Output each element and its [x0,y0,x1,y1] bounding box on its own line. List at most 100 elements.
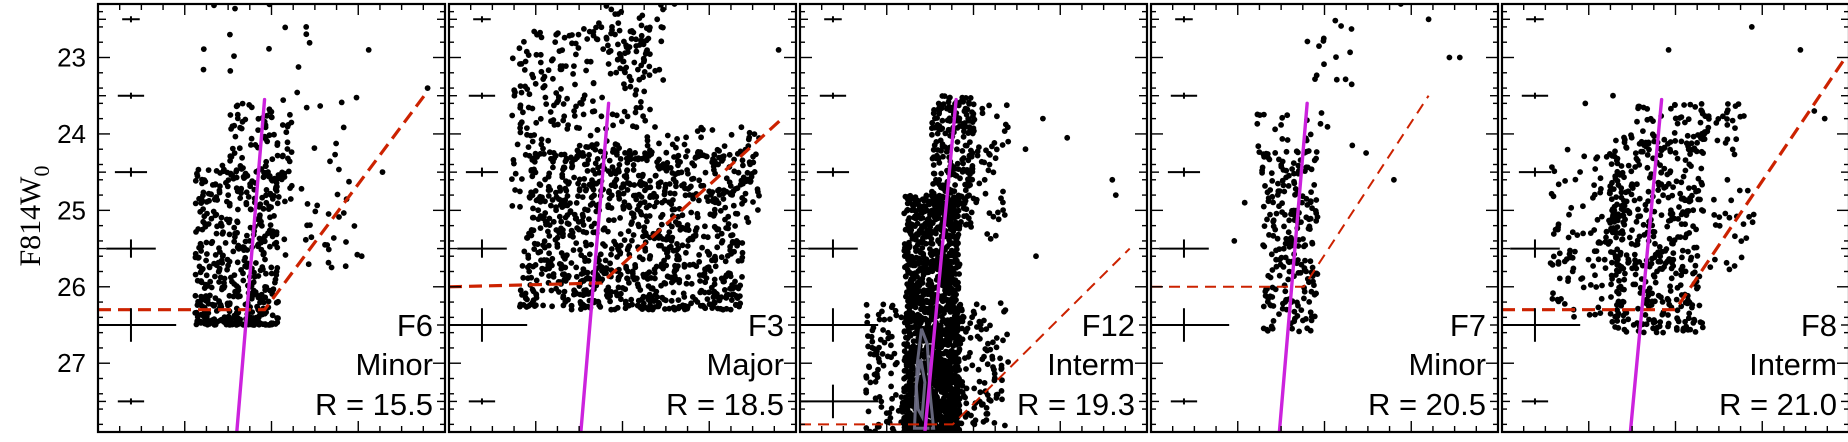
panel-field-label: F12 [1082,308,1135,343]
star-point [576,176,583,183]
star-point [554,241,561,248]
star-point [624,113,631,120]
star-point [893,392,899,398]
star-point [595,276,601,283]
star-point [702,169,709,176]
panel-type-label: Minor [355,347,433,382]
star-point [231,281,238,287]
star-point [308,234,315,241]
star-point [936,401,943,408]
star-point [971,405,978,411]
star-point [635,66,641,73]
star-point [755,207,761,213]
star-point [576,142,583,149]
star-point [211,316,218,323]
star-point [564,212,571,219]
star-point [929,188,935,195]
star-point [904,207,910,214]
star-point [614,254,620,260]
star-point [576,186,583,192]
star-point [634,206,641,213]
star-point [531,28,538,35]
star-point [1280,182,1287,189]
star-point [1317,120,1324,127]
star-point [607,298,613,305]
star-point [668,279,675,286]
star-point [926,277,932,283]
star-point [542,198,548,205]
star-point [976,180,983,187]
star-point [642,230,649,237]
star-point [616,27,623,34]
star-point [1284,112,1291,119]
star-point [965,182,972,189]
star-point [924,306,931,313]
star-point [660,161,667,168]
star-point [584,269,591,276]
star-point [1301,295,1307,302]
star-point [992,232,999,239]
star-point [565,296,571,303]
isochrone-track [923,97,958,432]
star-point [248,142,254,148]
star-point [1260,303,1267,310]
star-point [688,209,695,216]
star-point [531,246,538,253]
star-point [903,394,909,400]
star-point [723,305,730,312]
star-point [952,295,958,302]
star-point [509,112,516,119]
star-point [351,223,358,229]
star-point [222,240,229,246]
star-point [995,216,1002,223]
star-point [234,218,241,225]
star-point [714,291,720,297]
star-point [1280,245,1287,252]
star-point [969,130,976,137]
axis-ticks [1151,4,1498,432]
star-point [546,273,552,279]
star-point [967,334,974,341]
star-point [538,136,545,143]
star-point [1267,211,1273,218]
star-point [517,121,524,127]
star-point [953,381,960,388]
star-point [229,145,236,152]
star-point [1313,149,1320,155]
star-point [1064,134,1071,141]
star-point [739,274,745,280]
star-point [879,351,886,357]
star-point [245,194,252,200]
star-point [878,398,885,405]
star-point [938,184,944,191]
star-point [192,254,199,261]
star-point [1646,316,1652,323]
star-point [675,169,682,176]
star-point [1005,359,1011,365]
star-point [951,233,957,240]
star-point [597,251,604,258]
star-point [951,358,957,365]
star-point [869,338,876,345]
star-point [278,176,285,183]
star-point [997,355,1003,362]
star-point [241,247,247,254]
star-point [1276,156,1282,163]
star-point [665,274,672,280]
star-point [537,248,544,255]
star-point [667,190,674,197]
star-point [948,329,954,336]
star-point [940,397,947,404]
star-point [303,24,310,30]
star-point [1292,315,1298,322]
star-point [586,216,592,223]
star-point [1613,234,1619,241]
star-point [526,91,533,98]
star-point [681,141,688,148]
star-point [932,390,938,397]
star-point [876,316,883,323]
star-point [225,177,232,184]
star-point [950,214,957,220]
star-point [268,204,274,211]
